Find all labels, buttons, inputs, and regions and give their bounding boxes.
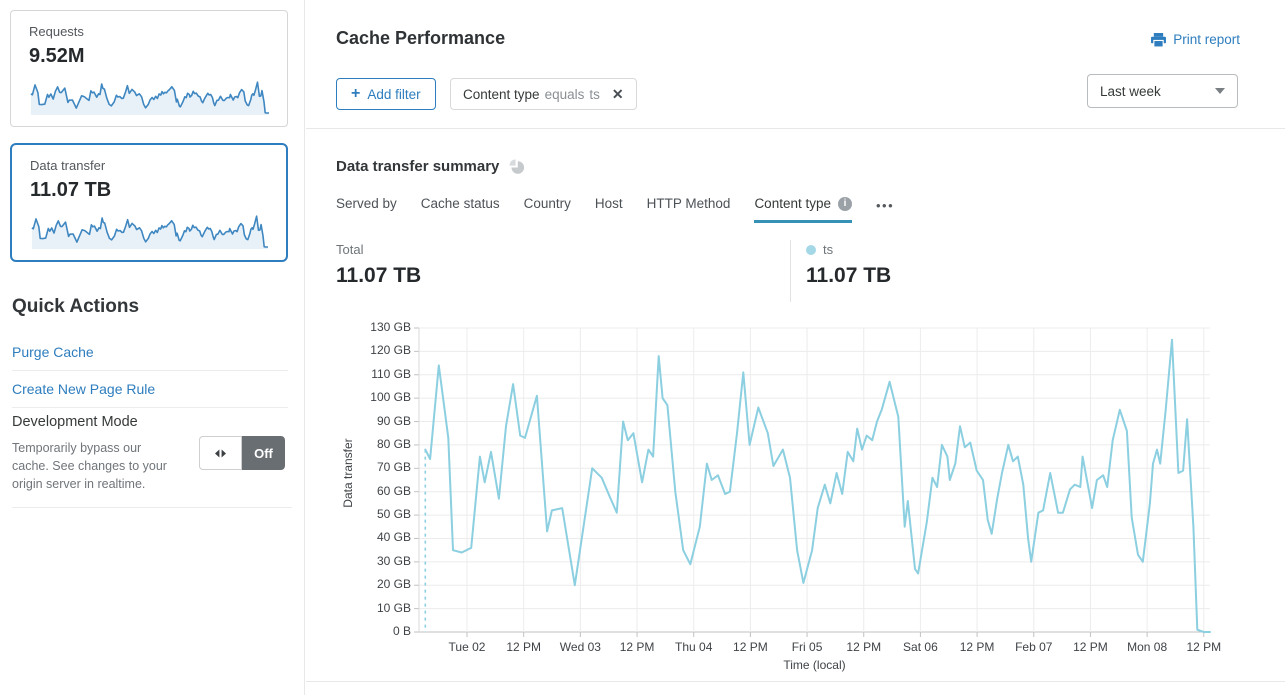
development-mode-title: Development Mode xyxy=(12,414,138,430)
remove-filter-icon[interactable]: ✕ xyxy=(611,85,624,102)
metric-card-data-transfer[interactable]: Data transfer 11.07 TB xyxy=(10,143,288,262)
y-tick-label: 30 GB xyxy=(376,553,411,568)
dimension-tabs: Served by Cache status Country Host HTTP Met… xyxy=(336,196,894,223)
tab-country[interactable]: Country xyxy=(524,196,571,220)
y-tick-label: 40 GB xyxy=(376,530,411,545)
y-tick-label: 10 GB xyxy=(376,600,411,615)
bottom-divider xyxy=(306,681,1285,682)
create-page-rule-link[interactable]: Create New Page Rule xyxy=(12,371,288,408)
tab-label: Country xyxy=(523,196,571,211)
development-mode-description: Temporarily bypass our cache. See change… xyxy=(12,441,167,492)
x-tick-label: 12 PM xyxy=(1073,640,1108,654)
add-filter-label: Add filter xyxy=(367,86,421,102)
metric-card-requests[interactable]: Requests 9.52M xyxy=(10,10,288,127)
development-mode-toggle[interactable]: Off xyxy=(199,436,285,470)
more-tabs-button[interactable]: ••• xyxy=(876,198,895,213)
totals-divider xyxy=(790,240,791,302)
tab-label: Cache status xyxy=(420,196,500,211)
y-tick-label: 80 GB xyxy=(376,436,411,451)
y-tick-label: 100 GB xyxy=(370,390,411,405)
x-tick-label: 12 PM xyxy=(506,640,542,654)
x-tick-label: 12 PM xyxy=(959,640,995,654)
left-right-arrows-icon xyxy=(215,449,226,457)
x-tick-label: Fri 05 xyxy=(791,640,823,654)
filter-operator: equals xyxy=(544,86,585,102)
y-tick-label: 20 GB xyxy=(376,577,411,592)
tab-host[interactable]: Host xyxy=(595,196,623,220)
metric-value: 9.52M xyxy=(29,45,85,67)
x-tick-label: Tue 02 xyxy=(448,640,486,654)
y-tick-label: 90 GB xyxy=(376,413,411,428)
x-tick-label: Feb 07 xyxy=(1015,640,1053,654)
plus-icon: + xyxy=(351,85,361,102)
x-tick-label: Thu 04 xyxy=(675,640,713,654)
info-icon[interactable]: i xyxy=(838,196,852,211)
summary-title: Data transfer summary xyxy=(336,158,525,175)
x-tick-label: Wed 03 xyxy=(559,640,601,654)
quick-actions-title: Quick Actions xyxy=(12,296,140,317)
printer-icon xyxy=(1151,32,1167,47)
requests-sparkline xyxy=(30,81,269,115)
purge-cache-link[interactable]: Purge Cache xyxy=(12,334,288,371)
y-axis-title: Data transfer xyxy=(341,438,355,508)
metric-label: Data transfer xyxy=(30,158,106,173)
summary-title-text: Data transfer summary xyxy=(336,158,500,175)
filter-chip-content-type: Content type equals ts ✕ xyxy=(450,78,637,110)
x-tick-label: Mon 08 xyxy=(1127,640,1168,654)
metric-value: 11.07 TB xyxy=(30,179,112,201)
y-tick-label: 0 B xyxy=(392,624,411,638)
total-block: Total 11.07 TB xyxy=(336,242,421,288)
y-tick-label: 110 GB xyxy=(371,366,411,381)
add-filter-button[interactable]: + Add filter xyxy=(336,78,436,110)
print-report-link[interactable]: Print report xyxy=(1151,32,1240,47)
x-tick-label: 12 PM xyxy=(619,640,655,654)
tab-served-by[interactable]: Served by xyxy=(336,196,397,220)
tab-label: Host xyxy=(594,196,623,211)
pie-chart-icon xyxy=(509,158,525,174)
development-mode-block: Development Mode Temporarily bypass our … xyxy=(12,414,292,509)
tab-label: Content type xyxy=(754,196,831,211)
data-transfer-sparkline xyxy=(31,215,268,249)
y-tick-label: 130 GB xyxy=(370,320,411,334)
y-tick-label: 60 GB xyxy=(376,483,411,498)
x-tick-label: 12 PM xyxy=(846,640,882,654)
chevron-down-icon xyxy=(1215,88,1225,94)
x-tick-label: Sat 06 xyxy=(903,640,938,654)
series-ts-name: ts xyxy=(823,242,834,257)
series-ts-dot xyxy=(806,244,816,255)
y-tick-label: 50 GB xyxy=(376,507,411,522)
y-tick-label: 120 GB xyxy=(370,343,411,358)
tab-label: HTTP Method xyxy=(646,196,731,211)
tab-content-type[interactable]: Content type i xyxy=(754,196,852,223)
time-range-select[interactable]: Last week xyxy=(1087,74,1238,108)
tab-label: Served by xyxy=(336,196,397,211)
time-range-value: Last week xyxy=(1100,83,1161,99)
page-title: Cache Performance xyxy=(336,28,506,48)
x-tick-label: 12 PM xyxy=(1186,640,1222,654)
print-report-label: Print report xyxy=(1173,32,1240,47)
toggle-state-label[interactable]: Off xyxy=(242,436,285,470)
total-label: Total xyxy=(336,242,364,257)
data-transfer-chart[interactable]: Data transfer Time (local) 130 GB 120 GB 1… xyxy=(341,320,1221,672)
series-ts-value: 11.07 TB xyxy=(806,264,892,287)
y-tick-label: 70 GB xyxy=(376,460,411,475)
filter-value: ts xyxy=(589,86,600,102)
chart-plot[interactable] xyxy=(414,327,1211,637)
sidebar: Requests 9.52M Data transfer 11.07 TB Qu… xyxy=(0,0,305,695)
x-axis-title: Time (local) xyxy=(783,658,846,672)
x-tick-label: 12 PM xyxy=(733,640,768,654)
toggle-handle[interactable] xyxy=(199,436,242,470)
header-divider xyxy=(306,128,1285,129)
filter-field: Content type xyxy=(463,86,540,102)
legend-block[interactable]: ts 11.07 TB xyxy=(806,242,891,288)
tab-http-method[interactable]: HTTP Method xyxy=(647,196,731,220)
metric-label: Requests xyxy=(29,24,84,39)
total-value: 11.07 TB xyxy=(336,264,422,287)
tab-cache-status[interactable]: Cache status xyxy=(421,196,500,220)
